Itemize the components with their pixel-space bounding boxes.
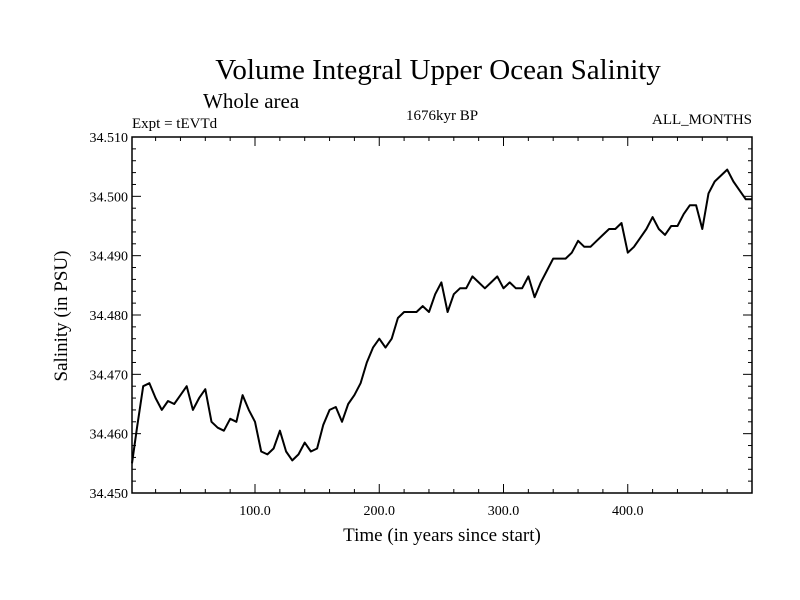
y-tick-label: 34.450	[90, 487, 129, 502]
y-axis: 34.450 34.460 34.470 34.480 34.490 34.500 34.5…	[90, 131, 752, 502]
x-tick-label: 200.0	[364, 504, 396, 519]
period-label: 1676kyr BP	[406, 108, 478, 124]
y-tick-label: 34.490	[90, 250, 129, 265]
y-tick-label: 34.470	[90, 368, 129, 383]
plot-frame	[131, 136, 753, 494]
chart-title: Volume Integral Upper Ocean Salinity	[215, 54, 661, 86]
x-tick-label: 400.0	[612, 504, 644, 519]
x-tick-label: 100.0	[239, 504, 271, 519]
x-axis-label: Time (in years since start)	[343, 525, 541, 546]
y-tick-label: 34.510	[90, 131, 129, 146]
chart-subtitle: Whole area	[203, 89, 300, 113]
months-label: ALL_MONTHS	[652, 112, 752, 128]
experiment-label: Expt = tEVTd	[132, 116, 218, 132]
x-axis: 100.0 200.0 300.0 400.0	[155, 137, 728, 519]
y-tick-label: 34.500	[90, 190, 129, 205]
y-axis-label: Salinity (in PSU)	[51, 251, 72, 382]
x-tick-label: 300.0	[488, 504, 520, 519]
y-tick-label: 34.480	[90, 309, 129, 324]
salinity-series-line	[131, 168, 752, 464]
y-tick-label: 34.460	[90, 428, 129, 443]
